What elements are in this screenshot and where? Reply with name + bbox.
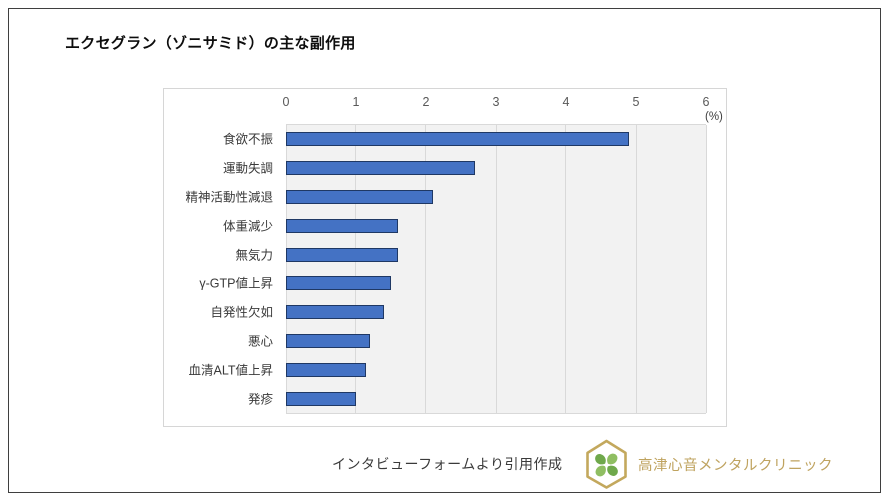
bar — [286, 132, 629, 147]
category-label: 運動失調 — [222, 161, 273, 176]
category-label: γ-GTP値上昇 — [199, 276, 273, 291]
gridline — [495, 125, 497, 413]
chart-container: 0 1 2 3 4 5 6 (%) 食欲不振運動失調精神活動性減退体重減少無気力 γ-GTP値… — [163, 88, 727, 427]
category-label: 食欲不振 — [222, 132, 273, 147]
gridline — [425, 125, 427, 413]
bar — [286, 276, 391, 291]
bar — [286, 305, 384, 320]
x-tick-label: 6 — [702, 95, 710, 109]
source-text: インタビューフォームより引用作成 — [332, 456, 563, 472]
x-tick-label: 1 — [352, 95, 360, 109]
x-tick-label: 2 — [422, 95, 430, 109]
category-label: 悪心 — [247, 334, 273, 349]
bar — [286, 190, 433, 204]
logo-leaf — [607, 465, 618, 476]
axis-unit-label: (%) — [705, 111, 723, 123]
x-tick-label: 4 — [562, 95, 570, 109]
logo-leaf — [595, 465, 606, 477]
category-label: 血清ALT値上昇 — [188, 363, 274, 378]
gridline — [705, 125, 707, 413]
logo-hexagon — [586, 439, 627, 489]
x-tick-label: 0 — [282, 95, 290, 109]
page-title: エクセグラン（ゾニサミド）の主な副作用 — [65, 35, 356, 52]
logo-leaf — [607, 453, 618, 465]
category-labels: 食欲不振運動失調精神活動性減退体重減少無気力 γ-GTP値上昇自発性欠如悪心血清A… — [164, 124, 279, 412]
x-tick-label: 3 — [492, 95, 500, 109]
gridline — [635, 125, 637, 413]
plot-area — [285, 124, 707, 414]
category-label: 無気力 — [235, 248, 273, 263]
logo-leaf — [595, 454, 606, 465]
bar — [286, 247, 398, 262]
hexagon-clover-logo-icon — [586, 439, 627, 489]
category-label: 発疹 — [247, 392, 273, 407]
bar — [286, 334, 370, 348]
gridline — [355, 125, 357, 413]
gridline — [285, 125, 287, 413]
x-axis-ticks: 0 1 2 3 4 5 6 — [282, 95, 710, 113]
bar — [286, 391, 356, 406]
gridline — [565, 125, 567, 413]
bar — [286, 161, 475, 176]
category-label: 精神活動性減退 — [185, 190, 273, 205]
bar — [286, 362, 367, 377]
category-label: 自発性欠如 — [210, 305, 273, 320]
footer: インタビューフォームより引用作成 高津心音メンタルクリニック — [0, 438, 890, 494]
bar — [286, 218, 398, 233]
category-label: 体重減少 — [222, 219, 273, 234]
clinic-name: 高津心音メンタルクリニック — [638, 458, 833, 474]
x-tick-label: 5 — [632, 95, 640, 109]
